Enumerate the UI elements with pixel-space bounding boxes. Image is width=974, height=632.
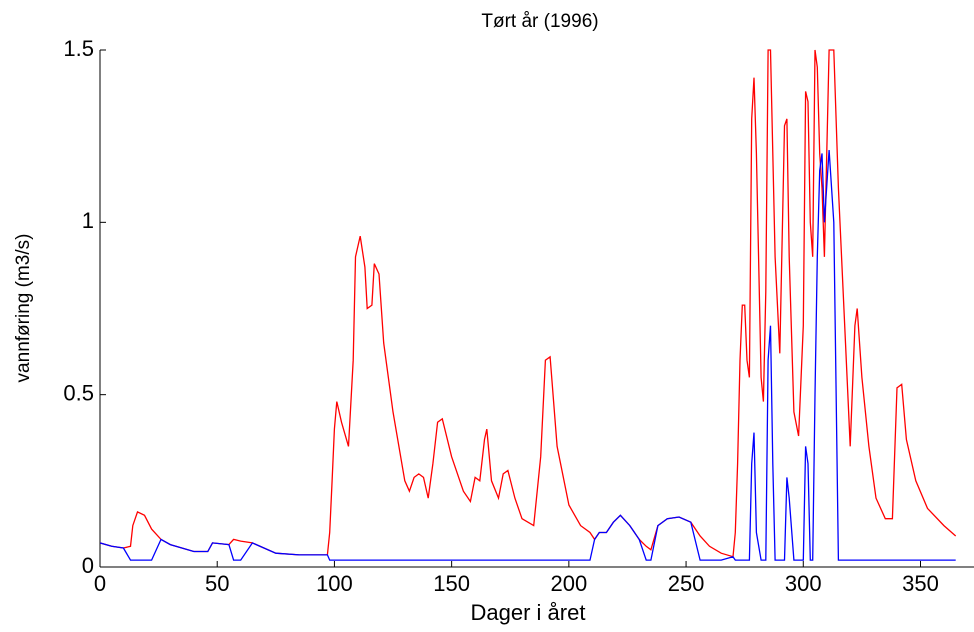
x-tick-label: 150 xyxy=(433,571,470,596)
x-tick-label: 200 xyxy=(550,571,587,596)
x-tick-label: 100 xyxy=(316,571,353,596)
y-tick-label: 1.5 xyxy=(63,36,94,61)
x-tick-label: 350 xyxy=(902,571,939,596)
y-tick-label: 0 xyxy=(82,553,94,578)
data-line xyxy=(100,149,956,561)
y-axis-label: vannføring (m3/s) xyxy=(13,234,34,383)
x-tick-label: 50 xyxy=(205,571,229,596)
y-tick-label: 1 xyxy=(82,208,94,233)
x-axis-label: Dager i året xyxy=(471,600,586,625)
data-line xyxy=(100,49,957,558)
x-tick-label: 300 xyxy=(785,571,822,596)
y-tick-label: 0.5 xyxy=(63,380,94,405)
chart-title: Tørt år (1996) xyxy=(481,11,598,32)
x-tick-label: 0 xyxy=(94,571,106,596)
x-tick-label: 250 xyxy=(668,571,705,596)
